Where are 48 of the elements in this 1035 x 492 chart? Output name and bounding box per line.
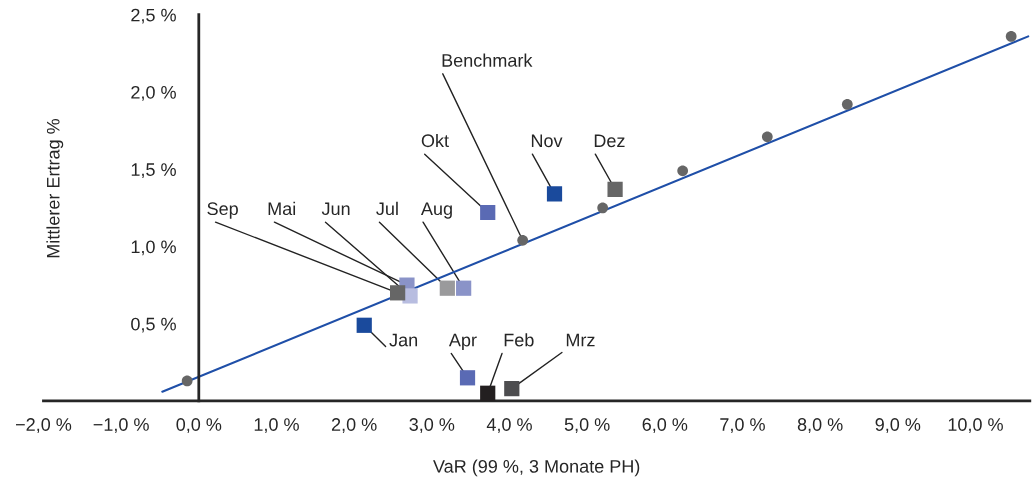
- x-tick-label: 6,0 %: [642, 418, 688, 434]
- x-tick-label: 9,0 %: [875, 418, 921, 434]
- point: [181, 375, 193, 387]
- point: [1005, 31, 1017, 42]
- x-tick-label: 7,0 %: [720, 418, 765, 434]
- x-tick-label: 4,0 %: [486, 418, 532, 434]
- annotation: Jul: [376, 201, 398, 216]
- point: [546, 186, 563, 202]
- point: [761, 131, 773, 143]
- annotation: Nov: [531, 134, 563, 148]
- annotation: Mrz: [566, 333, 595, 347]
- point: [677, 165, 689, 177]
- x-tick-label: 5,0 %: [564, 418, 610, 434]
- annotation: Jan: [389, 333, 418, 347]
- annotation: Aug: [420, 202, 452, 219]
- x-axis-title: VaR (99 %, 3 Monate PH): [433, 459, 640, 477]
- y-axis-title: Mittlerer Ertrag %: [46, 118, 64, 258]
- x-tick-label: 2,0 %: [331, 418, 377, 434]
- y-tick-label: 1,0 %: [131, 240, 176, 256]
- x-tick-label: −1,0 %: [93, 418, 149, 434]
- annotation: Dez: [594, 134, 625, 148]
- x-tick-label: 1,0 %: [254, 418, 299, 434]
- point: [480, 204, 496, 221]
- annotation: Benchmark: [442, 53, 533, 67]
- point: [504, 381, 520, 397]
- x-tick-label: 8,0 %: [797, 418, 843, 434]
- y-tick-label: 1,5 %: [131, 163, 176, 179]
- x-tick-label: 3,0 %: [409, 418, 455, 434]
- x-tick-label: 0,0 %: [176, 418, 222, 434]
- annotation: Jun: [321, 202, 350, 216]
- point: [439, 280, 455, 296]
- y-tick-label: 2,0 %: [131, 85, 176, 101]
- annotation: Sep: [207, 202, 238, 219]
- point: [356, 317, 372, 333]
- x-tick-label: −2,0 %: [16, 418, 72, 434]
- point: [480, 385, 496, 401]
- point: [517, 234, 529, 246]
- point: [459, 370, 476, 386]
- annotation: Apr: [448, 333, 477, 350]
- y-tick-label: 0,5 %: [131, 317, 176, 333]
- y-tick-label: 2,5 %: [131, 8, 176, 24]
- annotation: Okt: [421, 133, 449, 148]
- x-tick-label: 10,0 %: [948, 418, 1003, 434]
- point: [597, 202, 609, 214]
- point: [456, 280, 472, 296]
- point: [841, 98, 853, 110]
- annotation: Feb: [504, 333, 534, 347]
- annotation: Mai: [268, 201, 296, 216]
